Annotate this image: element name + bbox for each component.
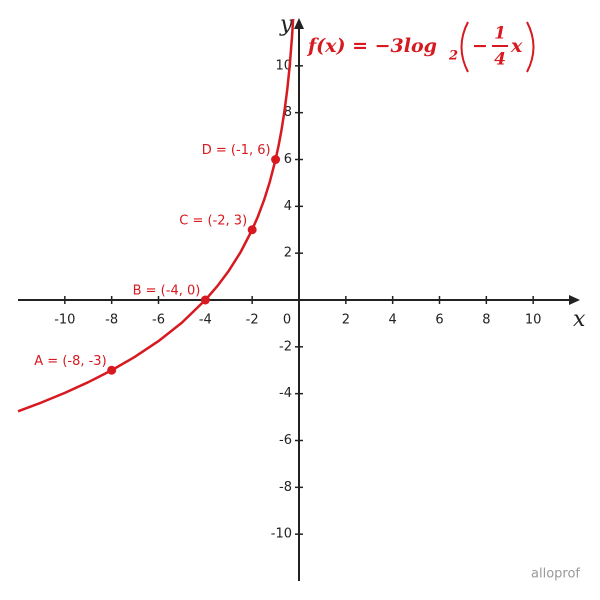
formula: f(x) = −3log 2 − 1 4 x [306,21,535,73]
point-label: D = (-1, 6) [202,143,271,158]
formula-numerator: 1 [494,24,506,44]
x-tick-label: 4 [389,313,397,328]
y-tick-label: -8 [279,480,292,495]
x-tick-label: 8 [482,313,490,328]
formula-variable: x [510,35,523,57]
y-tick-label: -2 [279,339,292,354]
formula-denominator: 4 [494,50,506,70]
y-tick-label: 6 [284,152,292,167]
x-tick-label: -8 [105,313,118,328]
y-axis-label: y [279,12,293,37]
y-tick-label: 10 [275,58,292,73]
x-tick-label: 10 [525,313,542,328]
function-curve [17,18,295,413]
x-tick-label: -10 [54,313,75,328]
watermark: alloprof [531,567,580,582]
x-tick-label: -2 [246,313,259,328]
paren-right [526,21,535,73]
y-tick-label: 2 [284,246,292,261]
point [107,365,117,375]
origin-label: 0 [283,313,291,328]
x-axis-arrow [569,295,580,305]
x-tick-label: 6 [435,313,443,328]
y-tick-label: -10 [271,527,292,542]
x-tick-label: -6 [152,313,165,328]
formula-lhs: f(x) = −3log [306,35,437,57]
formula-sign: − [472,35,488,57]
x-tick-label: 2 [342,313,350,328]
y-axis-arrow [294,18,304,29]
point [247,225,257,235]
point [271,155,281,164]
point [200,295,210,305]
paren-left [460,21,469,73]
y-tick-label: -4 [279,386,292,401]
point-label: C = (-2, 3) [179,213,247,228]
y-tick-label: 4 [284,199,292,214]
x-axis-label: x [573,307,586,332]
y-tick-label: -6 [279,433,292,448]
formula-base: 2 [448,49,458,64]
point-label: B = (-4, 0) [133,284,201,299]
x-tick-label: -4 [199,313,212,328]
point-label: A = (-8, -3) [34,354,106,369]
y-tick-label: 8 [284,105,292,120]
